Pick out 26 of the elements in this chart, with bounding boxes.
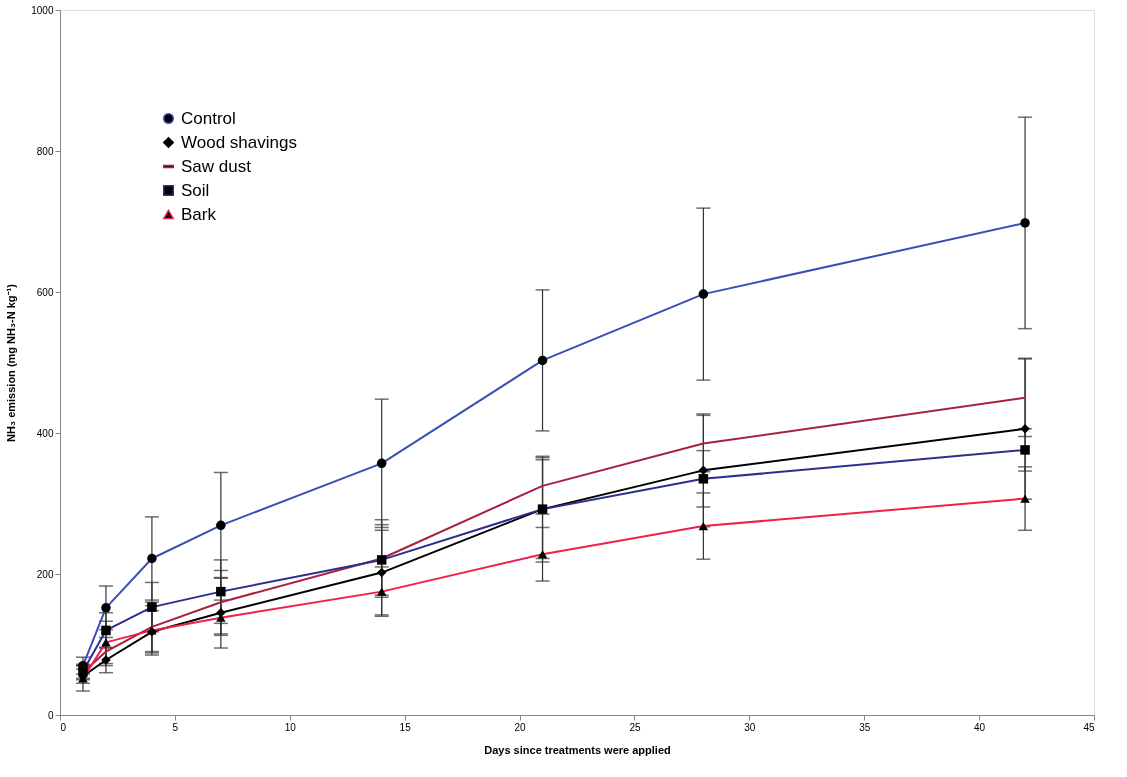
x-tick-label: 25 — [629, 721, 641, 733]
y-tick-label: 800 — [36, 145, 54, 157]
point — [1020, 424, 1030, 434]
legend-label: Control — [181, 108, 236, 128]
legend-label: Wood shavings — [181, 132, 297, 152]
x-tick-label: 30 — [744, 721, 756, 733]
x-tick-label: 20 — [514, 721, 527, 733]
point — [376, 567, 387, 578]
y-axis-title: NH₃ emission (mg NH₃-N kg⁻¹) — [5, 283, 18, 442]
x-tick-label: 5 — [172, 721, 179, 733]
x-tick-label: 45 — [1083, 721, 1095, 733]
x-axis-title: Days since treatments were applied — [484, 743, 671, 756]
legend-label: Saw dust — [181, 156, 252, 176]
x-tick-label: 10 — [284, 721, 297, 733]
y-tick-label: 200 — [36, 568, 54, 580]
x-tick-label: 40 — [974, 721, 986, 733]
y-tick-label: 0 — [47, 709, 54, 721]
legend-label: Bark — [181, 204, 217, 224]
legend-label: Soil — [181, 180, 210, 200]
x-tick-label: 15 — [399, 721, 412, 733]
x-tick-label: 0 — [60, 721, 67, 733]
y-tick-label: 400 — [36, 427, 54, 439]
x-tick-label: 35 — [859, 721, 871, 733]
y-tick-label: 1000 — [31, 4, 54, 16]
point — [537, 504, 548, 514]
y-tick-label: 600 — [36, 286, 54, 298]
